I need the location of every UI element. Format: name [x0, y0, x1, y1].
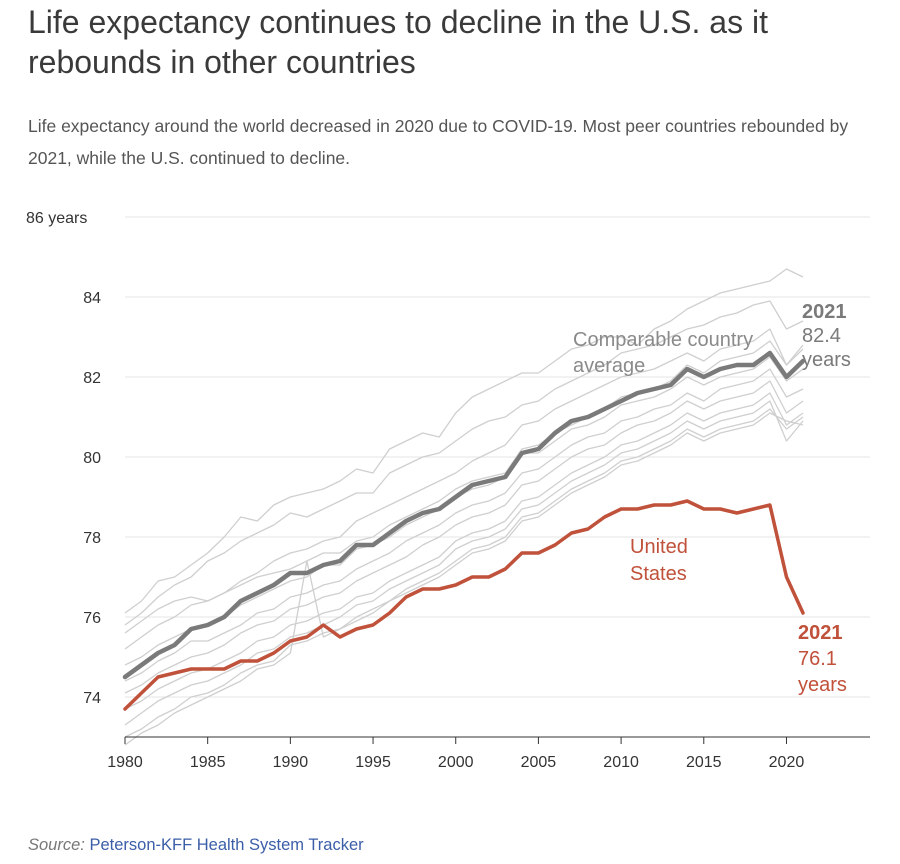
y-tick-label-78: 78: [83, 530, 101, 547]
y-tick-label-82: 82: [83, 370, 101, 387]
x-tick-label-2000: 2000: [438, 754, 474, 771]
x-tick-label-1995: 1995: [355, 754, 391, 771]
us-2021-year: 2021: [798, 622, 843, 644]
us-2021-callout: 2021 76.1 years: [798, 622, 848, 696]
x-tick-label-2020: 2020: [769, 754, 805, 771]
source-note: Source: Peterson-KFF Health System Track…: [28, 836, 364, 855]
source-label: Source:: [28, 836, 85, 854]
us-label: United States: [630, 536, 693, 585]
x-tick-label-2015: 2015: [686, 754, 722, 771]
comparable-2021-year: 2021: [802, 301, 847, 323]
comparable-2021-unit: years: [802, 349, 851, 371]
us-label-line1: United: [630, 536, 688, 558]
peer-country-lines: [124, 268, 804, 746]
x-tick-label-2010: 2010: [603, 754, 639, 771]
y-tick-label-74: 74: [83, 690, 101, 707]
y-tick-label-86: 86 years: [26, 210, 87, 227]
comparable-average-label-line1: Comparable country: [573, 329, 753, 351]
gridlines: [125, 216, 870, 698]
x-tick-label-1980: 1980: [107, 754, 143, 771]
comparable-average-label: Comparable country average: [573, 329, 759, 377]
x-tick-label-2005: 2005: [521, 754, 557, 771]
annotations: Comparable country average 2021 82.4 yea…: [573, 301, 852, 696]
peer-country-line-1: [124, 268, 804, 614]
y-tick-label-84: 84: [83, 290, 101, 307]
comparable-2021-value: 82.4: [802, 325, 841, 347]
comparable-average-label-line2: average: [573, 355, 645, 377]
peer-country-line-8: [124, 392, 804, 710]
x-tick-label-1985: 1985: [190, 754, 226, 771]
comparable-average-line: [122, 350, 806, 680]
peer-country-line-11: [124, 412, 804, 746]
peer-country-line-4: [124, 340, 804, 650]
y-tick-label-76: 76: [83, 610, 101, 627]
us-2021-value: 76.1: [798, 648, 837, 670]
us-2021-unit: years: [798, 674, 847, 696]
comparable-2021-callout: 2021 82.4 years: [802, 301, 852, 371]
us-line: [123, 499, 805, 711]
us-label-line2: States: [630, 563, 687, 585]
peer-country-line-3: [124, 328, 804, 634]
peer-country-line-2: [124, 300, 804, 626]
peer-country-line-9: [124, 400, 804, 726]
peer-country-line-10: [124, 408, 804, 738]
peer-country-line-5: [124, 356, 804, 666]
x-tick-label-1990: 1990: [273, 754, 309, 771]
y-tick-label-80: 80: [83, 450, 101, 467]
peer-country-line-7: [124, 380, 804, 694]
line-chart: 74 76 78 80 82 84 86 years 1980 1985 1990 1995 2000…: [26, 210, 870, 771]
peer-country-line-6: [124, 368, 804, 682]
axes: 74 76 78 80 82 84 86 years 1980 1985 1990 1995 2000…: [26, 210, 870, 771]
chart-subtitle: Life expectancy around the world decreas…: [28, 116, 849, 168]
source-link[interactable]: Peterson-KFF Health System Tracker: [89, 836, 364, 854]
chart-title: Life expectancy continues to decline in …: [28, 4, 768, 80]
series-lines: [122, 350, 806, 711]
